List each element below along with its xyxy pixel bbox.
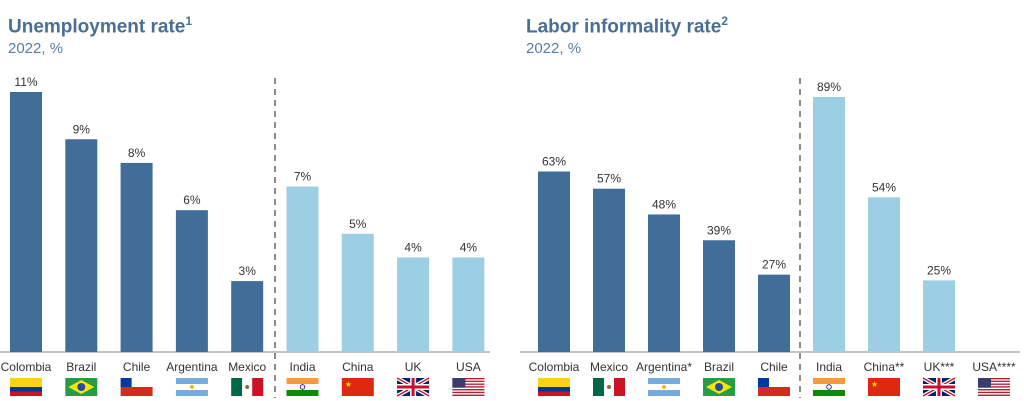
tick-label: Brazil — [704, 360, 734, 374]
bar-brazil — [703, 240, 735, 352]
bar-argentina — [175, 210, 208, 352]
flag-co-icon — [538, 378, 570, 396]
tick-label: USA**** — [972, 360, 1016, 374]
tick-label: Chile — [123, 360, 151, 374]
data-label: 6% — [183, 193, 201, 207]
bar-uk — [397, 257, 430, 352]
flag-us-icon — [978, 378, 1010, 396]
tick-label: Brazil — [66, 360, 96, 374]
flag-br-icon — [65, 378, 98, 396]
data-label: 25% — [927, 263, 951, 277]
bar-china — [868, 197, 900, 352]
bar-china — [341, 233, 374, 352]
data-label: 63% — [542, 154, 566, 168]
bar-uk — [923, 280, 955, 352]
data-label: 11% — [14, 75, 37, 89]
tick-label: Mexico — [590, 360, 628, 374]
tick-label: China** — [864, 360, 905, 374]
bar-chile — [758, 274, 790, 352]
bar-mexico — [231, 281, 264, 352]
bar-usa — [452, 257, 485, 352]
tick-label: India — [289, 360, 315, 374]
data-label: 27% — [762, 258, 786, 272]
data-label: 54% — [872, 180, 896, 194]
bar-colombia — [10, 92, 42, 352]
data-label: 39% — [707, 223, 731, 237]
data-label: 5% — [349, 217, 367, 231]
data-label: 9% — [73, 122, 91, 136]
flag-mx-icon — [593, 378, 625, 396]
bar-india — [813, 97, 845, 352]
flag-uk-icon — [922, 376, 956, 398]
tick-label: India — [816, 360, 842, 374]
tick-label: Mexico — [228, 360, 266, 374]
data-label: 7% — [294, 170, 312, 184]
flag-in-icon — [286, 378, 319, 396]
flag-ar-icon — [648, 378, 680, 396]
bar-mexico — [593, 188, 625, 352]
data-label: 3% — [239, 264, 257, 278]
tick-label: Colombia — [1, 360, 52, 374]
data-label: 4% — [404, 240, 422, 254]
data-label: 4% — [460, 240, 478, 254]
bar-chile — [120, 162, 153, 352]
flag-uk-icon — [396, 376, 431, 398]
data-label: 57% — [597, 172, 621, 186]
flag-br-icon — [703, 378, 735, 396]
flag-mx-icon — [231, 378, 264, 396]
chart1-title: Unemployment rate1 — [8, 14, 193, 38]
svg-text:★: ★ — [345, 380, 352, 389]
bar-brazil — [65, 139, 98, 352]
data-label: 48% — [652, 197, 676, 211]
flag-in-icon — [813, 378, 845, 396]
chart2-title: Labor informality rate2 — [526, 14, 729, 38]
tick-label: Colombia — [529, 360, 580, 374]
tick-label: Chile — [760, 360, 788, 374]
tick-label: UK*** — [924, 360, 955, 374]
svg-text:★: ★ — [871, 380, 878, 389]
chart1-subtitle: 2022, % — [8, 40, 64, 57]
tick-label: UK — [405, 360, 422, 374]
data-label: 89% — [817, 80, 841, 94]
bar-argentina — [648, 214, 680, 352]
flag-cn-icon: ★ — [868, 378, 900, 396]
tick-label: USA — [456, 360, 481, 374]
flag-cl-icon — [758, 378, 790, 396]
flag-ar-icon — [175, 378, 208, 396]
data-label: 8% — [128, 146, 146, 160]
tick-label: Argentina — [166, 360, 218, 374]
bar-india — [286, 186, 319, 352]
flag-cl-icon — [120, 378, 153, 396]
tick-label: Argentina* — [636, 360, 692, 374]
flag-cn-icon: ★ — [341, 378, 374, 396]
tick-label: China — [342, 360, 374, 374]
chart2-subtitle: 2022, % — [526, 40, 582, 57]
flag-us-icon — [452, 378, 485, 396]
bar-colombia — [538, 171, 570, 352]
flag-co-icon — [10, 378, 42, 396]
